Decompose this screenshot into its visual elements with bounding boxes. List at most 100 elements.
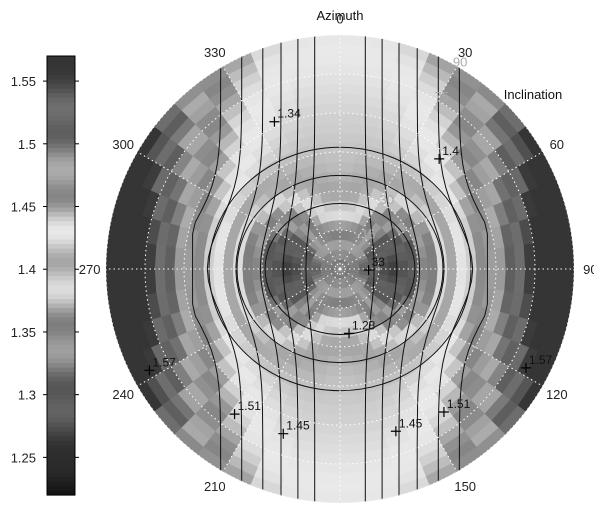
heatmap-cell (338, 258, 341, 269)
heatmap-cell (337, 258, 340, 269)
heatmap-cell (466, 190, 486, 214)
heatmap-cell (326, 355, 340, 368)
heatmap-cell (290, 273, 303, 282)
heatmap-cell (273, 345, 292, 363)
contour-marker (144, 365, 155, 376)
heatmap-cell (447, 337, 468, 360)
heatmap-cell (398, 260, 409, 270)
heatmap-cell (556, 298, 573, 332)
heatmap-cell (499, 339, 521, 369)
heatmap-cell (354, 302, 365, 315)
heatmap-cell (357, 289, 369, 301)
heatmap-cell (329, 297, 337, 309)
heatmap-cell (504, 269, 517, 294)
heatmap-cell (543, 240, 556, 271)
heatmap-cell (316, 344, 330, 357)
azimuth-tick-label: 330 (204, 45, 226, 60)
heatmap-cell (320, 122, 341, 134)
heatmap-cell (442, 358, 465, 381)
contour-value-label: 1.51 (238, 399, 262, 413)
heatmap-cell (314, 442, 340, 455)
heatmap-cell (203, 73, 234, 99)
colorbar-band (47, 252, 75, 258)
heatmap-cell (322, 200, 333, 213)
heatmap-cell (436, 423, 466, 448)
heatmap-cell (223, 164, 245, 186)
heatmap-cell (340, 190, 351, 202)
heatmap-cell (354, 152, 372, 166)
heatmap-cell (319, 112, 342, 124)
heatmap-cell (442, 82, 473, 108)
heatmap-cell (456, 369, 480, 395)
heatmap-cell (183, 267, 195, 290)
heatmap-cell (312, 161, 328, 175)
heatmap-cell (338, 472, 369, 485)
heatmap-cell (212, 336, 232, 359)
heatmap-cell (241, 255, 254, 269)
heatmap-cell (193, 248, 205, 269)
heatmap-cell (150, 165, 172, 195)
heatmap-cell (318, 282, 329, 293)
heatmap-cell (229, 190, 248, 211)
heatmap-cell (417, 446, 448, 469)
heatmap-cell (475, 427, 506, 457)
contour-line (398, 35, 421, 503)
heatmap-cell (493, 366, 518, 396)
heatmap-cell (135, 379, 163, 412)
azimuth-tick-label: 270 (79, 262, 101, 277)
heatmap-cell (318, 413, 340, 426)
heatmap-cell (201, 112, 229, 138)
heatmap-cell (320, 271, 331, 277)
heatmap-cell (153, 136, 179, 167)
heatmap-cell (183, 380, 209, 408)
heatmap-cell (518, 293, 535, 321)
heatmap-cell (132, 155, 155, 187)
heatmap-cell (207, 430, 238, 456)
heatmap-cell (338, 481, 370, 494)
heatmap-cell (519, 319, 539, 349)
heatmap-cell (382, 98, 409, 117)
heatmap-cell (310, 471, 340, 485)
contour-line (236, 174, 444, 364)
heatmap-cell (465, 304, 482, 327)
heatmap-cell (370, 288, 383, 300)
heatmap-cell (122, 181, 143, 214)
contour-value-label: 1.57 (529, 353, 553, 367)
heatmap-cell (453, 236, 467, 255)
heatmap-cell (285, 457, 315, 473)
heatmap-cell (449, 200, 468, 222)
heatmap-cell (319, 294, 329, 306)
heatmap-cell (517, 126, 545, 159)
heatmap-cell (517, 381, 544, 414)
heatmap-cell (249, 219, 265, 236)
colorbar-band (47, 353, 75, 359)
heatmap-cell (492, 176, 513, 203)
heatmap-cell (379, 413, 404, 431)
heatmap-cell (340, 269, 343, 280)
heatmap-cell (423, 152, 445, 174)
colorbar-band (47, 161, 75, 167)
heatmap-cell (369, 36, 403, 53)
heatmap-cell (452, 284, 467, 303)
heatmap-cell (208, 81, 239, 107)
heatmap-cell (348, 334, 361, 348)
heatmap-cell (277, 485, 311, 502)
heatmap-cell (432, 310, 449, 329)
heatmap-cell (323, 375, 340, 387)
heatmap-cell (325, 365, 340, 377)
heatmap-cell (256, 175, 276, 194)
heatmap-cell (525, 156, 549, 189)
heatmap-cell (245, 420, 273, 441)
heatmap-cell (378, 262, 390, 270)
colorbar-band (47, 147, 75, 153)
inclination-axis-label: Inclination (504, 87, 563, 102)
heatmap-cell (236, 151, 258, 173)
colorbar-band (47, 316, 75, 322)
heatmap-cell (106, 236, 118, 269)
heatmap-cell (321, 221, 331, 233)
heatmap-cell (248, 475, 282, 496)
heatmap-cell (212, 268, 224, 286)
heatmap-cell (159, 169, 181, 199)
heatmap-cell (320, 261, 331, 267)
heatmap-cell (344, 276, 353, 287)
